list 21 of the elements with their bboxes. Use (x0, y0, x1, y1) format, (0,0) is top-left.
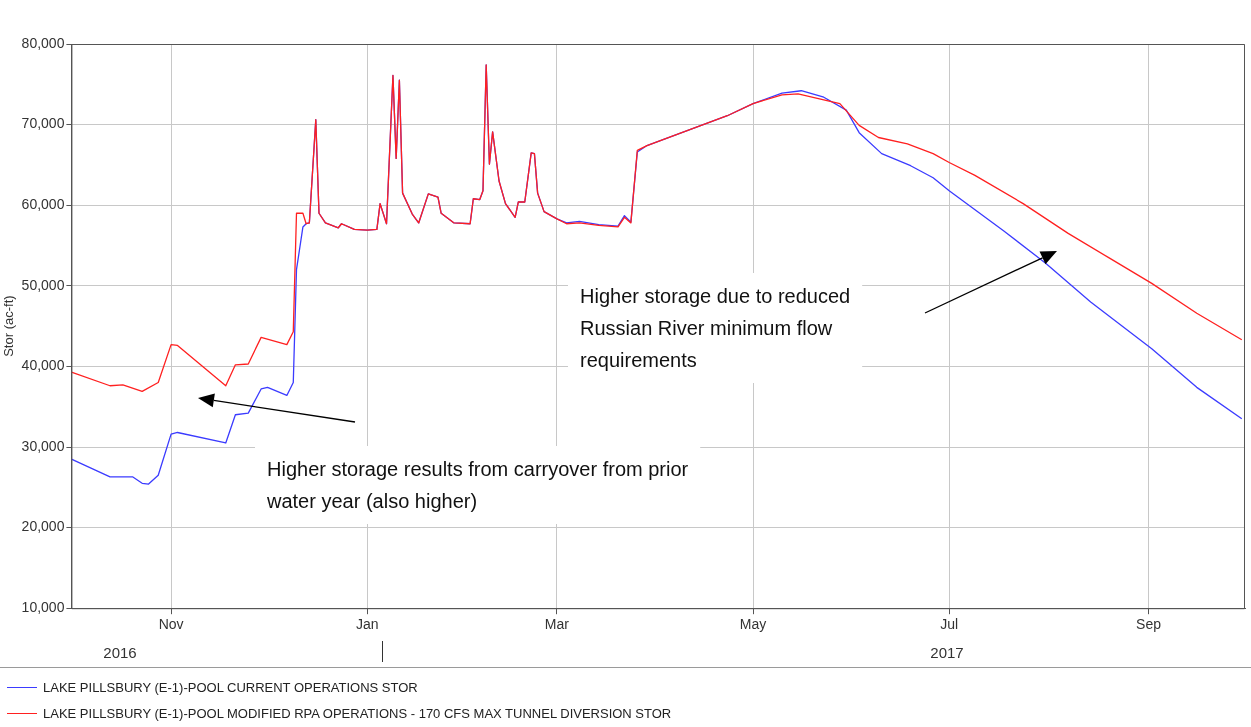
text: 2017 (930, 644, 964, 661)
y-tick-label: 20,000 (21, 518, 65, 535)
x-tick-label: Sep (1136, 616, 1162, 633)
annotation: Higher storage results from carryover from prior water year (also higher) (266, 458, 689, 512)
text: 2016 (103, 644, 137, 661)
legend-label: LAKE PILLSBURY (E-1)-POOL CURRENT OPERATIONS STOR (43, 679, 418, 695)
x-tick-label: Jan (355, 616, 379, 633)
y-tick-label: 80,000 (21, 34, 65, 51)
y-tick-label: 50,000 (21, 276, 65, 293)
y-axis-title: Stor (ac-ft) (1, 295, 17, 357)
annotation: Higher storage due to reduced Russian River minimum flow requirements (580, 285, 851, 371)
x-tick-label: Jul (940, 616, 959, 633)
y-tick-label: 10,000 (21, 599, 65, 616)
x-tick-label: Nov (158, 616, 184, 633)
y-tick-label: 30,000 (21, 437, 65, 454)
y-tick-label: 70,000 (21, 115, 65, 132)
x-tick-label: May (739, 616, 767, 633)
legend-label: LAKE PILLSBURY (E-1)-POOL MODIFIED RPA OPERATIONS - 170 CFS MAX TUNNEL DIVERSION STOR (43, 705, 672, 721)
y-tick-label: 60,000 (21, 196, 65, 213)
y-tick-label: 40,000 (21, 357, 65, 374)
x-tick-label: Mar (544, 616, 570, 633)
